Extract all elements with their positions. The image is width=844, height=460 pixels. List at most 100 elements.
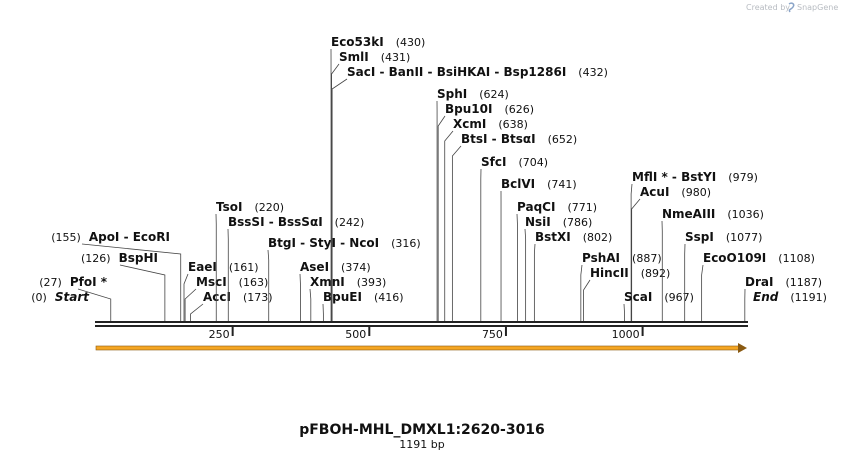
site-connector [701,264,704,321]
site-ecoo109i[interactable]: EcoO109I (1108) [701,251,815,321]
site-name: SphI [437,87,467,101]
site-name: BtgI - StyI - NcoI [268,236,379,250]
site-position: (0) [31,291,47,304]
site-name: AccI [203,290,231,304]
site-position: (173) [243,291,273,304]
site-bsphi[interactable]: BspHI (126) [81,251,166,321]
orf-feature-arrow[interactable] [95,343,747,353]
snapgene-logo-icon [788,2,795,13]
ruler-tick-label: 250 [209,328,230,341]
site-name: Bpu10I [445,102,492,116]
site-name: PshAI [582,251,620,265]
site-sspi[interactable]: SspI (1077) [684,230,763,321]
site-position: (416) [374,291,404,304]
orf-arrow-body[interactable] [95,345,740,351]
site-name: HincII [590,266,629,280]
site-pfoi[interactable]: PfoI * (27) [39,275,112,321]
site-position: (624) [479,88,509,101]
site-asei[interactable]: AseI (374) [299,260,371,321]
site-name: BpuEI [323,290,362,304]
site-position: (967) [664,291,694,304]
site-name: BspHI [119,251,158,265]
site-connector [267,249,270,321]
site-pshai[interactable]: PshAI (887) [580,251,662,321]
site-xmni[interactable]: XmnI (393) [309,275,386,321]
site-acui[interactable]: AcuI (980) [631,185,711,321]
site-connector [331,78,348,321]
site-smli[interactable]: SmlI (431) [331,50,411,321]
site-name: TsoI [216,200,242,214]
site-name: EcoO109I [703,251,766,265]
site-name: DraI [745,275,773,289]
site-bclvi[interactable]: BclVI (741) [500,177,577,321]
site-name: BclVI [501,177,535,191]
site-eco53ki[interactable]: Eco53kI (430) [330,35,426,321]
site-eaei[interactable]: EaeI (161) [183,260,259,321]
site-tsoi[interactable]: TsoI (220) [215,200,284,321]
site-position: (155) [51,231,81,244]
site-acci[interactable]: AccI (173) [190,290,273,321]
site-position: (126) [81,252,111,265]
site-nmeaiii[interactable]: NmeAIII (1036) [661,207,764,321]
site-position: (638) [498,118,528,131]
site-position: (704) [518,156,548,169]
site-position: (1036) [727,208,764,221]
site-btsi-bts-i[interactable]: BtsI - BtsαI (652) [451,132,578,321]
site-name: SfcI [481,155,506,169]
site-xcmi[interactable]: XcmI (638) [444,117,528,321]
site-position: (316) [391,237,421,250]
site-position: (741) [547,178,577,191]
orf-arrow-head[interactable] [738,343,747,353]
site-connector [583,279,591,321]
site-connector [623,303,625,321]
site-connector [81,243,182,321]
site-name: SspI [685,230,714,244]
site-position: (652) [548,133,578,146]
site-drai[interactable]: DraI (1187) [744,275,822,321]
site-mfli-bstyi[interactable]: MflI * - BstYI (979) [630,170,758,321]
site-nsii[interactable]: NsiI (786) [524,215,593,321]
site-position: (430) [396,36,426,49]
site-position: (979) [728,171,758,184]
site-bpuei[interactable]: BpuEI (416) [322,290,404,321]
site-btgi-styi-ncoi[interactable]: BtgI - StyI - NcoI (316) [267,236,421,321]
site-connector [119,264,166,321]
site-connector [524,228,527,321]
site-name: BstXI [535,230,571,244]
site-end[interactable]: End (1191) [753,290,827,304]
site-connector [580,264,583,321]
site-sfci[interactable]: SfcI (704) [480,155,548,321]
site-connector [77,288,112,321]
site-position: (887) [632,252,662,265]
site-name: NmeAIII [662,207,715,221]
site-name: PaqCI [517,200,555,214]
site-position: (786) [563,216,593,229]
site-name: ScaI [624,290,652,304]
site-name: MflI * - BstYI [632,170,716,184]
site-name: XmnI [310,275,345,289]
site-position: (220) [254,201,284,214]
site-connector [437,115,446,321]
site-scai[interactable]: ScaI (967) [623,290,694,321]
enzyme-sites: Start(0)PfoI *(27) BspHI (126)ApoI - EcoRI… [31,35,827,321]
site-apoi-ecori[interactable]: ApoI - EcoRI (155) [51,230,182,321]
site-position: (802) [583,231,613,244]
site-paqci[interactable]: PaqCI (771) [516,200,597,321]
site-hincii[interactable]: HincII (892) [583,266,671,321]
site-sphi[interactable]: SphI (624) [436,87,509,321]
site-name: End [753,290,779,304]
site-bstxi[interactable]: BstXI (802) [533,230,613,321]
site-saci-banii-bsihkai-bsp1286i[interactable]: SacI - BanII - BsiHKAI - Bsp1286I (432) [331,65,608,321]
site-msci[interactable]: MscI (163) [184,275,269,321]
ruler-ticks: 250 500 750 1000 [209,327,644,341]
site-name: BtsI - BtsαI [461,132,536,146]
site-start[interactable]: Start (0) [31,290,90,304]
site-bsssi-bsss-i[interactable]: BssSI - BssSαI (242) [227,215,364,321]
site-position: (163) [239,276,269,289]
site-position: (980) [681,186,711,199]
site-position: (1108) [778,252,815,265]
site-bpu10i[interactable]: Bpu10I (626) [437,102,534,321]
site-name: AseI [300,260,329,274]
site-name: MscI [196,275,227,289]
